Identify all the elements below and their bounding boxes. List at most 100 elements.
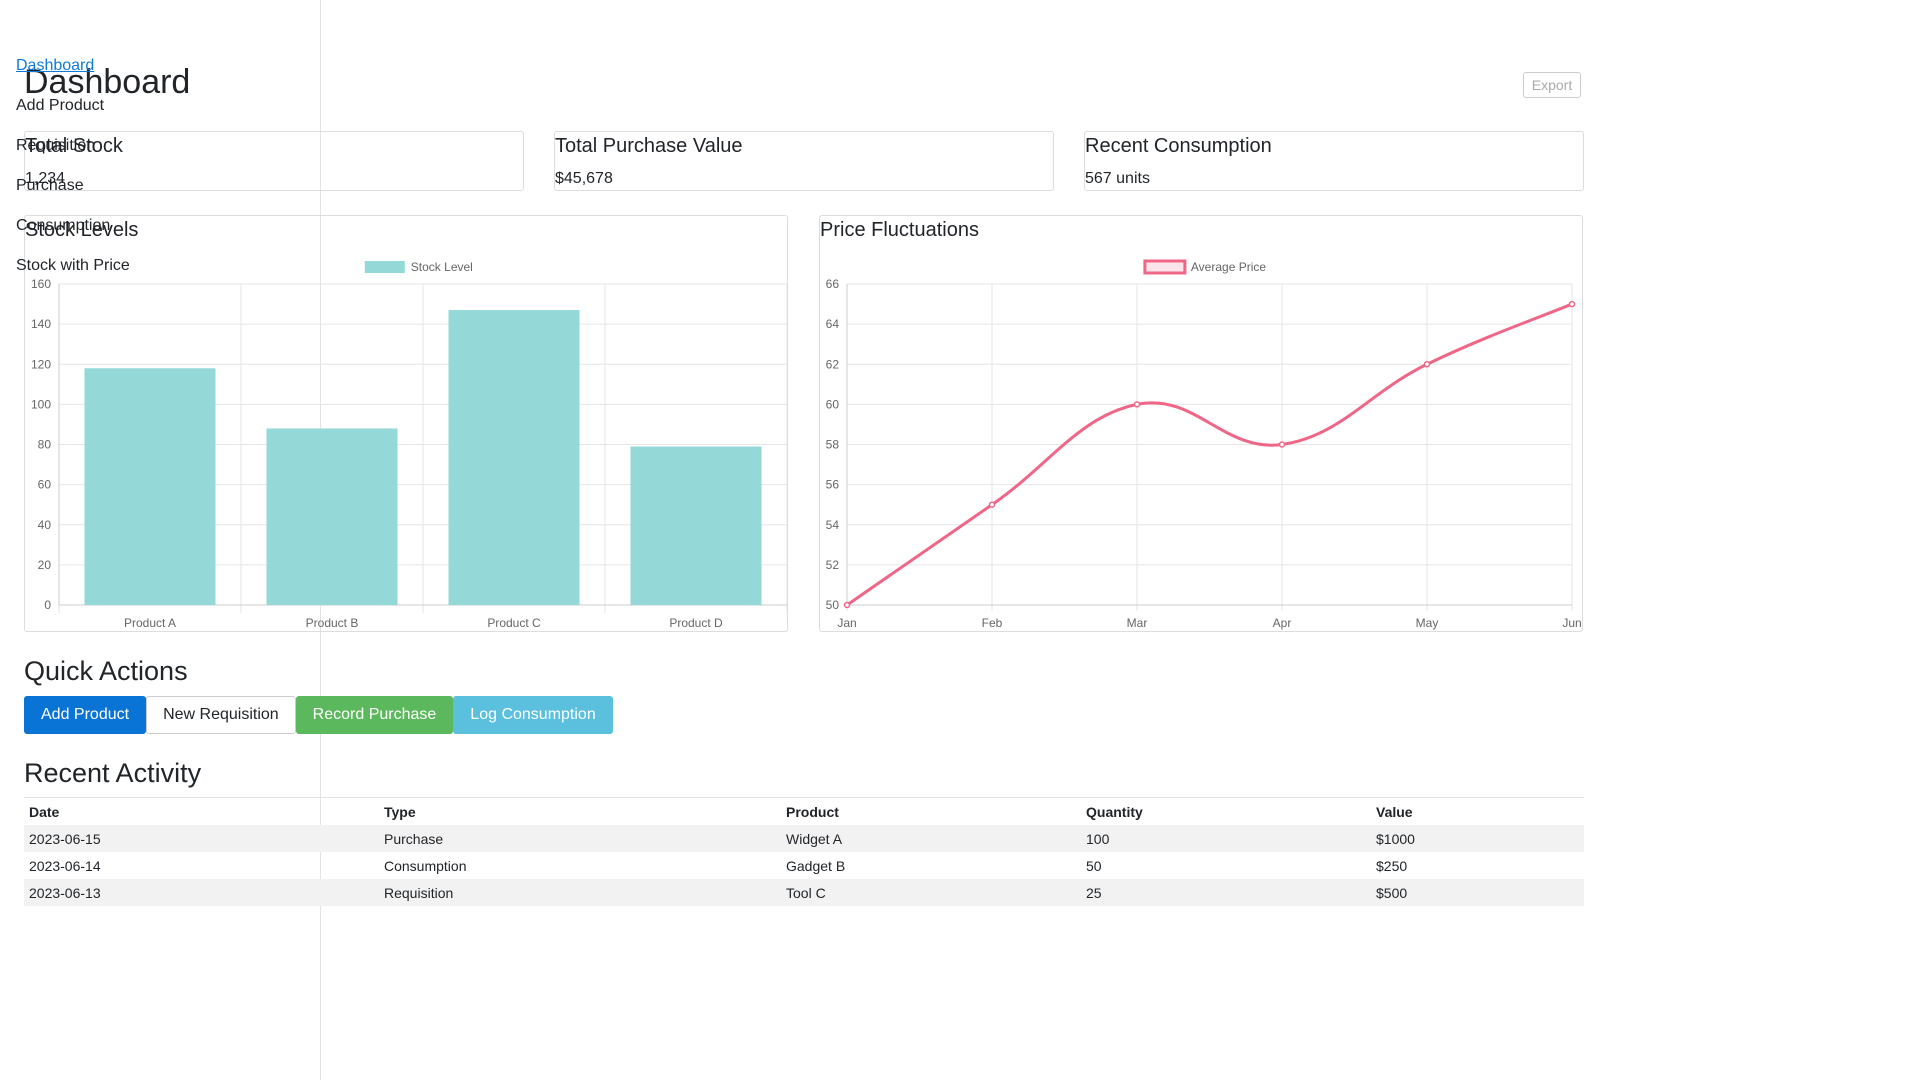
chart-title: Price Fluctuations: [820, 219, 979, 241]
export-button[interactable]: Export: [1523, 72, 1581, 98]
sidebar-item-requisition[interactable]: Requisition: [16, 137, 96, 154]
cell-date: 2023-06-15: [29, 830, 101, 847]
y-tick-label: 54: [826, 518, 840, 532]
y-tick-label: 62: [826, 357, 840, 371]
cell-quantity: 100: [1086, 830, 1110, 847]
record-purchase-button[interactable]: Record Purchase: [295, 696, 454, 734]
cell-quantity: 25: [1086, 884, 1102, 901]
chart-title: Stock Levels: [25, 219, 139, 241]
series-line-average-price: [846, 302, 1573, 607]
y-tick-label: 120: [31, 357, 51, 371]
sidebar-item-dashboard[interactable]: Dashboard: [16, 57, 95, 74]
stat-title: Recent Consumption: [1085, 135, 1272, 157]
y-tick-label: 20: [38, 558, 52, 572]
cell-product: Tool C: [786, 884, 826, 901]
recent-activity-title: Recent Activity: [24, 758, 202, 788]
column-header-type: Type: [379, 797, 781, 825]
cell-value: $500: [1376, 884, 1408, 901]
column-header-quantity: Quantity: [1081, 797, 1371, 825]
legend-label: Average Price: [1191, 260, 1266, 274]
point-apr: [1278, 441, 1286, 448]
price-fluctuations-card: 50 52 54 56 58 60 62 64 66 Jan Feb Mar Apr May Jun Aver…: [819, 215, 1583, 632]
x-tick-label: Product D: [669, 616, 723, 630]
new-requisition-button[interactable]: New Requisition: [146, 696, 296, 734]
point-mar: [1133, 401, 1141, 408]
y-tick-label: 160: [31, 277, 51, 291]
point-may: [1423, 361, 1431, 368]
y-tick-label: 58: [826, 438, 840, 452]
y-tick-label: 140: [31, 317, 51, 331]
stat-title: Total Purchase Value: [555, 135, 743, 157]
cell-type: Purchase: [384, 830, 444, 847]
x-tick-label: Product A: [124, 616, 176, 630]
stat-card-total-stock: Total Stock 1,234: [24, 131, 524, 191]
point-feb: [988, 501, 996, 508]
stat-value: 567 units: [1085, 170, 1150, 187]
sidebar-item-add-product[interactable]: Add Product: [16, 97, 105, 114]
y-tick-label: 60: [38, 478, 52, 492]
x-tick-label: Feb: [982, 616, 1003, 630]
sidebar-item-stock-with-price[interactable]: Stock with Price: [16, 257, 130, 274]
cell-type: Consumption: [384, 857, 467, 874]
stat-value: $45,678: [555, 170, 613, 187]
page-title: Dashboard: [24, 63, 191, 101]
column-header-product: Product: [781, 797, 1081, 825]
stock-levels-card: 0 20 40 60 80 100 120 140 160 Product A Product B P…: [24, 215, 788, 632]
y-tick-label: 56: [826, 478, 840, 492]
cell-value: $1000: [1376, 830, 1415, 847]
quick-actions-title: Quick Actions: [24, 656, 188, 686]
y-tick-label: 60: [826, 397, 840, 411]
x-tick-label: Product B: [306, 616, 359, 630]
table-header-row: Date Type Product Quantity Value: [24, 797, 1584, 825]
legend-swatch: [1143, 259, 1187, 275]
cell-type: Requisition: [384, 884, 454, 901]
legend-label: Stock Level: [411, 260, 473, 274]
cell-value: $250: [1376, 857, 1408, 874]
sidebar: Dashboard Add Product Requisition Purcha…: [16, 56, 130, 296]
recent-activity-table: Date Type Product Quantity Value 2023-06…: [24, 797, 1584, 906]
stat-title: Total Stock: [25, 135, 123, 157]
stat-card-recent-consumption: Recent Consumption 567 units: [1084, 131, 1584, 191]
y-tick-label: 80: [38, 438, 52, 452]
cell-quantity: 50: [1086, 857, 1102, 874]
log-consumption-button[interactable]: Log Consumption: [453, 696, 613, 734]
stock-levels-chart: 0 20 40 60 80 100 120 140 160 Product A Product B P…: [31, 260, 787, 630]
y-tick-label: 64: [826, 317, 840, 331]
sidebar-item-consumption[interactable]: Consumption: [16, 217, 111, 234]
y-tick-label: 50: [826, 598, 840, 612]
y-tick-label: 100: [31, 397, 51, 411]
x-tick-label: Apr: [1273, 616, 1292, 630]
table-row: 2023-06-15 Purchase Widget A 100 $1000: [24, 825, 1584, 852]
bar-product-b: [266, 428, 398, 605]
x-tick-label: Product C: [487, 616, 541, 630]
column-header-date: Date: [24, 797, 379, 825]
stat-card-total-purchase-value: Total Purchase Value $45,678: [554, 131, 1054, 191]
cell-date: 2023-06-14: [29, 857, 101, 874]
quick-actions: Add Product New Requisition Record Purch…: [24, 696, 613, 734]
legend-swatch: [364, 261, 405, 273]
y-tick-label: 40: [38, 518, 52, 532]
x-tick-label: Jun: [1562, 616, 1581, 630]
y-tick-label: 66: [826, 277, 840, 291]
x-tick-label: Jan: [837, 616, 856, 630]
sidebar-item-purchase[interactable]: Purchase: [16, 177, 84, 194]
bar-product-c: [448, 310, 580, 605]
table-row: 2023-06-13 Requisition Tool C 25 $500: [24, 879, 1584, 906]
cell-date: 2023-06-13: [29, 884, 101, 901]
cell-product: Gadget B: [786, 857, 846, 874]
y-tick-label: 52: [826, 558, 840, 572]
column-header-value: Value: [1371, 797, 1584, 825]
table-row: 2023-06-14 Consumption Gadget B 50 $250: [24, 852, 1584, 879]
bar-product-d: [630, 446, 762, 605]
cell-product: Widget A: [786, 830, 843, 847]
main-content: Dashboard Export Total Stock 1,234 Total…: [24, 0, 1584, 1080]
stat-value: 1,234: [25, 170, 66, 187]
y-tick-label: 0: [44, 598, 51, 612]
point-jan: [843, 601, 851, 609]
add-product-button[interactable]: Add Product: [24, 696, 147, 734]
x-tick-label: May: [1416, 616, 1439, 630]
point-jun: [1568, 300, 1576, 308]
bar-product-a: [84, 368, 216, 605]
price-fluctuations-chart: 50 52 54 56 58 60 62 64 66 Jan Feb Mar Apr May Jun Aver…: [826, 259, 1582, 630]
x-tick-label: Mar: [1127, 616, 1148, 630]
